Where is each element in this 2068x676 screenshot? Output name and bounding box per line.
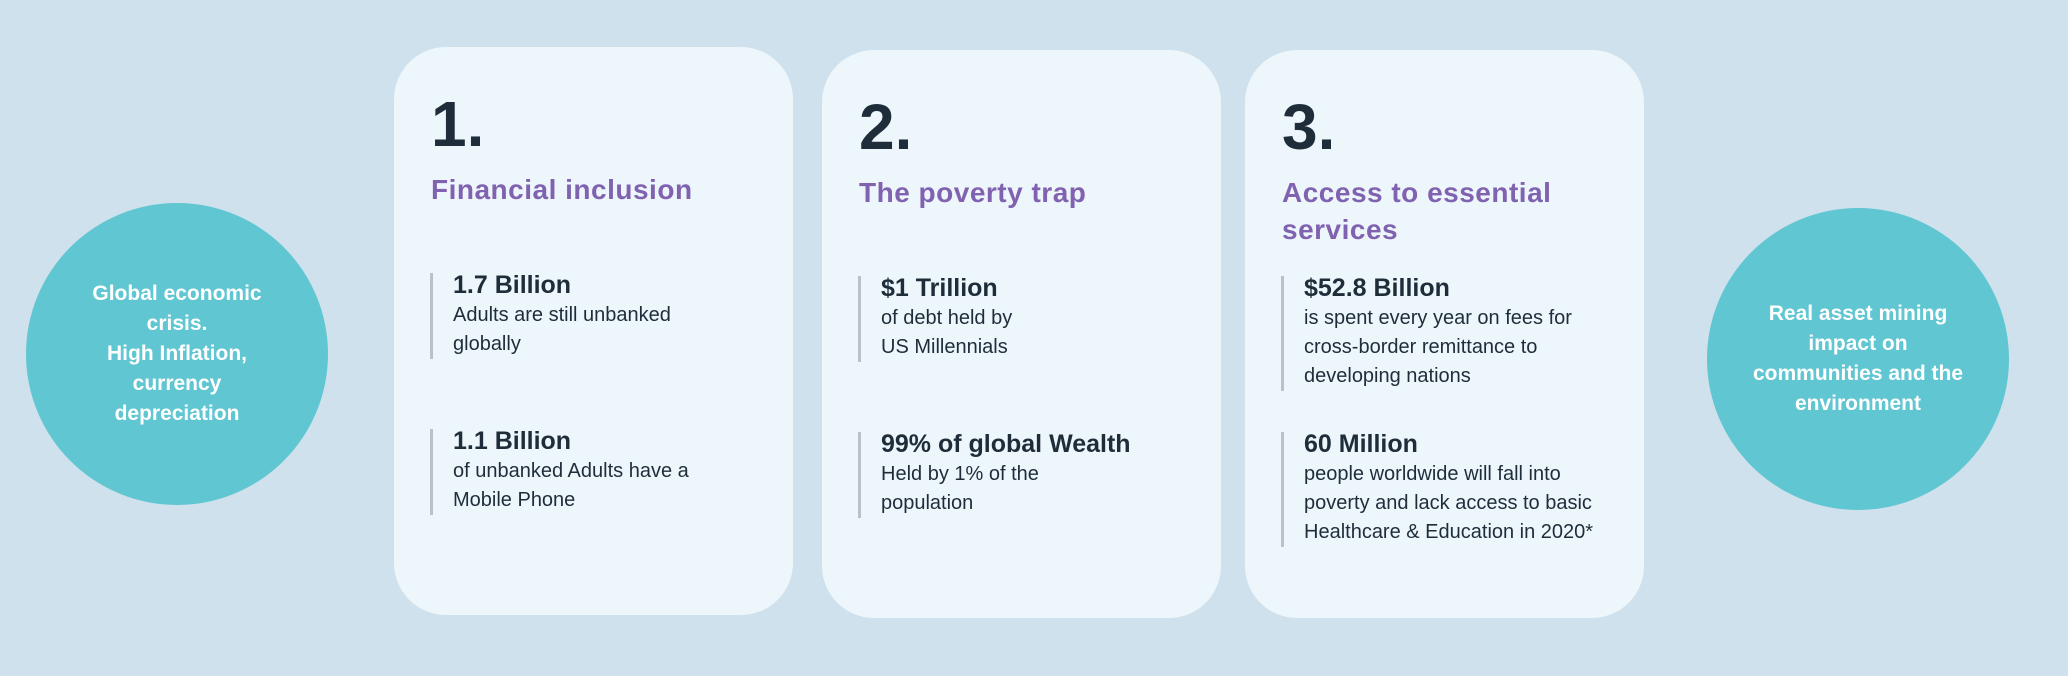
card-heading: The poverty trap xyxy=(859,177,1087,208)
stat-title: 1.7 Billion xyxy=(453,271,572,299)
stat-desc: of debt held by US Millennials xyxy=(881,307,1013,358)
card-number: 3. xyxy=(1282,91,1336,163)
stat-title: 60 Million xyxy=(1304,430,1418,458)
stat-desc: people worldwide will fall into poverty … xyxy=(1304,463,1594,543)
stat-block: 1.7 Billion Adults are still unbanked gl… xyxy=(430,271,773,359)
stat-desc: is spent every year on fees for cross-bo… xyxy=(1304,307,1572,387)
right-circle-text: Real asset mining impact on communities … xyxy=(1752,302,1964,415)
stat-title: 1.1 Billion xyxy=(453,427,572,455)
stat-title: $52.8 Billion xyxy=(1304,274,1450,302)
card-financial-inclusion: 1. Financial inclusion 1.7 Billion Adult… xyxy=(394,47,793,615)
stat-title: 99% of global Wealth xyxy=(881,430,1131,458)
stat-block: 99% of global Wealth Held by 1% of the p… xyxy=(858,430,1201,518)
left-circle-text: Global economic crisis. High Inflation, … xyxy=(92,282,262,425)
stat-desc: Adults are still unbanked globally xyxy=(453,304,671,355)
stat-title: $1 Trillion xyxy=(881,274,998,302)
left-circle: Global economic crisis. High Inflation, … xyxy=(26,203,328,505)
stat-desc: Held by 1% of the population xyxy=(881,463,1039,514)
card-poverty-trap: 2. The poverty trap $1 Trillion of debt … xyxy=(822,50,1221,618)
right-circle: Real asset mining impact on communities … xyxy=(1707,208,2009,510)
stat-block: 1.1 Billion of unbanked Adults have a Mo… xyxy=(430,427,773,515)
card-number: 1. xyxy=(431,88,485,160)
stat-block: $52.8 Billion is spent every year on fee… xyxy=(1281,274,1624,391)
stat-desc: of unbanked Adults have a Mobile Phone xyxy=(453,460,689,511)
stat-block: 60 Million people worldwide will fall in… xyxy=(1281,430,1624,547)
card-number: 2. xyxy=(859,91,913,163)
card-heading: Financial inclusion xyxy=(431,174,693,205)
card-heading: Access to essential services xyxy=(1282,177,1552,245)
stat-block: $1 Trillion of debt held by US Millennia… xyxy=(858,274,1201,362)
card-essential-services: 3. Access to essential services $52.8 Bi… xyxy=(1245,50,1644,618)
